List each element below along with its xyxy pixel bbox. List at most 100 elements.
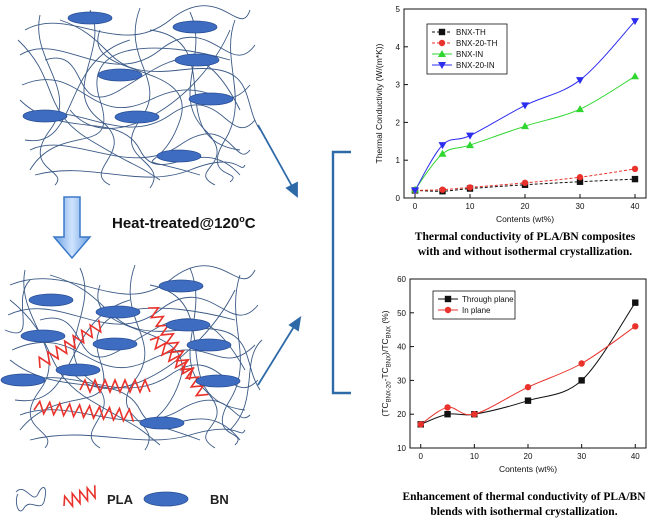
data-point: [632, 323, 639, 330]
data-point: [444, 404, 451, 411]
bottom-caption: Enhancement of thermal conductivity of P…: [382, 490, 666, 520]
legend-pla-icon: [63, 485, 96, 509]
legend-marker: [438, 50, 446, 57]
x-tick-label: 30: [576, 202, 585, 211]
x-tick-label: 40: [631, 452, 640, 461]
y-tick-label: 1: [396, 156, 401, 165]
data-point: [631, 175, 639, 183]
y-axis-label-subscript: BNX: [387, 326, 393, 338]
y-axis-label-part: (%): [380, 310, 390, 326]
legend-pla-label: PLA: [107, 492, 133, 507]
bottom-caption-line1: Enhancement of thermal conductivity of P…: [402, 491, 646, 503]
data-point: [576, 174, 584, 181]
legend-label: In plane: [462, 306, 491, 315]
top-caption: Thermal conductivity of PLA/BN composite…: [384, 230, 666, 260]
data-point: [471, 411, 478, 418]
data-point: [631, 72, 639, 80]
data-point: [439, 186, 446, 193]
y-tick-label: 30: [397, 376, 406, 385]
top-caption-line1: Thermal conductivity of PLA/BN composite…: [414, 231, 636, 243]
y-axis-label: (TCBNX-20-TCBNX)/TCBNX (%): [380, 310, 393, 416]
top-polymer-network: [17, 5, 261, 189]
y-axis-label-subscript: BNX-20: [387, 381, 393, 403]
x-tick-label: 20: [521, 202, 530, 211]
pla-crystal: [33, 399, 135, 423]
top-bn-platelets: [22, 11, 234, 163]
legend-marker: [438, 28, 446, 36]
legend-label: BNX-IN: [456, 50, 483, 59]
x-tick-label: 20: [524, 452, 533, 461]
data-point: [438, 149, 447, 157]
data-point: [578, 377, 585, 384]
thermal-conductivity-chart: 0 10 20 30 40 0 1 2 3 4 5 Contents (wt%) Thermal Con…: [374, 5, 647, 224]
data-point: [466, 132, 474, 140]
data-point: [631, 18, 639, 26]
legend-bn-label: BN: [210, 492, 229, 507]
x-tick-label: 10: [470, 452, 479, 461]
y-tick-label: 60: [397, 275, 406, 284]
x-axis-label: Contents (wt%): [496, 214, 554, 224]
data-point: [521, 122, 529, 130]
data-point: [578, 360, 585, 367]
series-line: [420, 302, 636, 425]
data-point: [524, 397, 532, 404]
data-point: [417, 421, 424, 428]
data-point: [466, 141, 474, 149]
y-tick-label: 40: [397, 343, 406, 352]
series-line: [414, 178, 636, 192]
y-axis-label-part: -TC: [380, 367, 390, 381]
series-line: [420, 325, 636, 425]
legend-label: BNX-20-IN: [456, 61, 495, 70]
connector-arrows: [257, 124, 302, 386]
x-tick-label: 30: [577, 452, 586, 461]
y-axis-label-subscript: BNX: [387, 355, 393, 367]
data-point: [438, 142, 447, 150]
data-point: [631, 165, 639, 173]
x-tick-label: 0: [413, 202, 418, 211]
top-caption-line2: with and without isothermal crystallizat…: [417, 246, 633, 258]
data-point: [576, 178, 584, 185]
data-point: [444, 411, 451, 418]
legend-label: Through plane: [462, 295, 514, 304]
x-tick-label: 10: [466, 202, 475, 211]
legend-marker: [438, 62, 446, 69]
y-axis-label: Thermal Conductivity (W/(m*K)): [374, 43, 384, 163]
y-tick-label: 5: [396, 5, 401, 14]
data-point: [521, 102, 529, 110]
down-arrow-icon: [52, 196, 92, 260]
data-point: [466, 184, 474, 191]
data-point: [411, 187, 419, 195]
pla-crystal: [79, 377, 151, 395]
series-line: [414, 75, 636, 190]
y-tick-label: 2: [396, 118, 401, 127]
y-tick-label: 20: [397, 410, 406, 419]
legend-marker: [438, 39, 446, 47]
y-axis-label-part: )/TC: [380, 338, 390, 355]
legend-box: [432, 290, 516, 320]
legend-label: BNX-TH: [456, 28, 486, 37]
y-tick-label: 10: [397, 444, 406, 453]
data-point: [576, 77, 584, 85]
bracket: [331, 150, 351, 395]
bottom-polymer-network: [4, 264, 263, 451]
legend-marker: [444, 295, 452, 303]
data-point: [576, 105, 584, 113]
y-axis-label-part: (TC: [380, 402, 390, 416]
y-tick-label: 4: [396, 43, 401, 52]
series-line: [414, 168, 636, 191]
legend-polymer-icon: [15, 487, 46, 512]
legend-bn-icon: [143, 491, 189, 507]
pla-crystals: [33, 307, 209, 423]
heat-treated-label: Heat-treated@120oC: [112, 214, 256, 232]
y-tick-label: 3: [396, 81, 401, 90]
bottom-bn-platelets: [0, 279, 241, 430]
x-tick-label: 40: [631, 202, 640, 211]
bottom-caption-line2: blends with isothermal crystallization.: [430, 506, 618, 518]
data-point: [524, 383, 532, 391]
x-axis-label: Contents (wt%): [499, 464, 557, 474]
x-tick-label: 0: [419, 452, 424, 461]
legend-marker: [444, 306, 452, 314]
y-tick-label: 50: [397, 309, 406, 318]
